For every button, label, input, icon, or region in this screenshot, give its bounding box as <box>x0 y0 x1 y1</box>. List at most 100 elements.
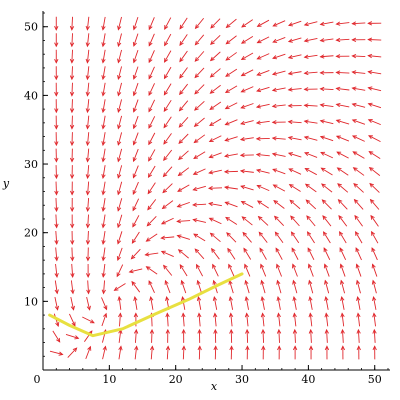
x-tick-label: 20 <box>169 373 183 386</box>
field-arrow <box>165 312 170 327</box>
field-arrow <box>132 33 139 47</box>
field-arrow <box>225 35 237 45</box>
field-arrow <box>319 38 334 43</box>
field-arrow <box>255 168 270 174</box>
field-arrow <box>271 70 286 76</box>
field-arrow <box>160 235 175 240</box>
field-arrow <box>85 99 90 114</box>
field-arrow <box>240 35 254 44</box>
field-arrow <box>355 279 361 294</box>
field-arrow <box>351 53 366 59</box>
field-arrow <box>118 312 123 327</box>
field-arrow <box>132 49 139 64</box>
field-arrow <box>117 115 123 130</box>
field-arrow <box>194 248 205 260</box>
field-arrow <box>117 148 123 163</box>
field-arrow <box>242 231 252 243</box>
field-arrow <box>101 231 106 245</box>
axes: 0 10 20 30 40 50 10 20 30 40 50 <box>24 11 390 386</box>
field-arrow <box>319 86 334 92</box>
field-arrow <box>292 296 297 310</box>
field-arrow <box>70 230 75 246</box>
field-arrow <box>132 132 139 146</box>
field-arrow <box>147 199 157 211</box>
field-arrow <box>192 218 207 223</box>
field-arrow <box>306 231 315 244</box>
field-arrow <box>321 183 333 193</box>
field-arrow <box>145 233 158 242</box>
field-arrow <box>372 328 377 343</box>
field-arrow <box>85 263 91 278</box>
field-arrow <box>274 231 284 244</box>
field-arrow <box>147 165 156 179</box>
field-arrow <box>192 168 206 175</box>
field-arrow <box>179 34 188 46</box>
field-arrow <box>351 102 366 108</box>
field-arrow <box>132 165 139 179</box>
field-arrow <box>224 102 238 110</box>
field-arrow <box>244 312 250 327</box>
field-arrow <box>271 103 286 109</box>
field-arrow <box>287 87 302 92</box>
field-arrow <box>101 115 106 130</box>
field-arrow <box>148 33 155 47</box>
field-arrow <box>208 169 222 175</box>
field-arrow <box>209 232 221 243</box>
field-arrow <box>117 16 122 31</box>
field-arrow <box>85 214 91 229</box>
field-arrow <box>54 33 59 48</box>
field-arrow <box>49 350 64 356</box>
field-arrow <box>101 280 106 295</box>
field-arrow <box>356 328 361 343</box>
field-arrow <box>163 116 172 129</box>
field-arrow <box>177 167 190 177</box>
field-arrow <box>54 16 59 31</box>
field-arrow <box>241 216 253 226</box>
field-arrow <box>372 296 377 310</box>
field-arrow <box>193 233 206 242</box>
field-arrow <box>337 199 348 210</box>
field-arrow <box>319 21 334 26</box>
field-arrow <box>308 296 313 310</box>
field-arrow <box>117 99 123 113</box>
field-arrow <box>209 51 221 62</box>
field-arrow <box>256 19 270 27</box>
field-arrow <box>355 230 363 244</box>
field-arrow <box>177 184 190 192</box>
field-arrow <box>305 199 317 210</box>
field-arrow <box>244 296 249 310</box>
field-arrow <box>225 68 238 77</box>
field-arrow <box>165 328 170 343</box>
field-arrow <box>256 184 270 192</box>
field-arrow <box>146 216 157 227</box>
field-arrow <box>276 263 282 277</box>
field-arrow <box>69 66 75 81</box>
field-arrow <box>303 70 318 76</box>
field-arrow <box>272 168 286 175</box>
field-arrow <box>351 37 366 42</box>
field-arrow <box>144 252 159 257</box>
x-axis-label: x <box>211 380 218 393</box>
field-arrow <box>303 54 318 59</box>
field-arrow <box>210 34 221 45</box>
field-arrow <box>163 99 172 113</box>
field-arrow <box>85 165 90 180</box>
field-arrow <box>208 135 222 142</box>
field-arrow <box>260 279 266 294</box>
field-arrow <box>148 83 155 97</box>
field-arrow <box>85 181 91 196</box>
field-arrow <box>180 295 186 310</box>
field-arrow <box>340 279 346 294</box>
field-arrow <box>70 214 75 229</box>
field-arrow <box>322 215 332 227</box>
field-arrow <box>289 199 301 210</box>
field-arrow <box>194 100 205 111</box>
field-arrow <box>288 184 301 192</box>
field-arrow <box>148 280 155 294</box>
field-arrow <box>229 328 234 343</box>
field-arrow <box>240 185 254 191</box>
field-arrow <box>367 86 382 92</box>
field-arrow <box>226 232 237 243</box>
field-arrow <box>290 215 300 227</box>
